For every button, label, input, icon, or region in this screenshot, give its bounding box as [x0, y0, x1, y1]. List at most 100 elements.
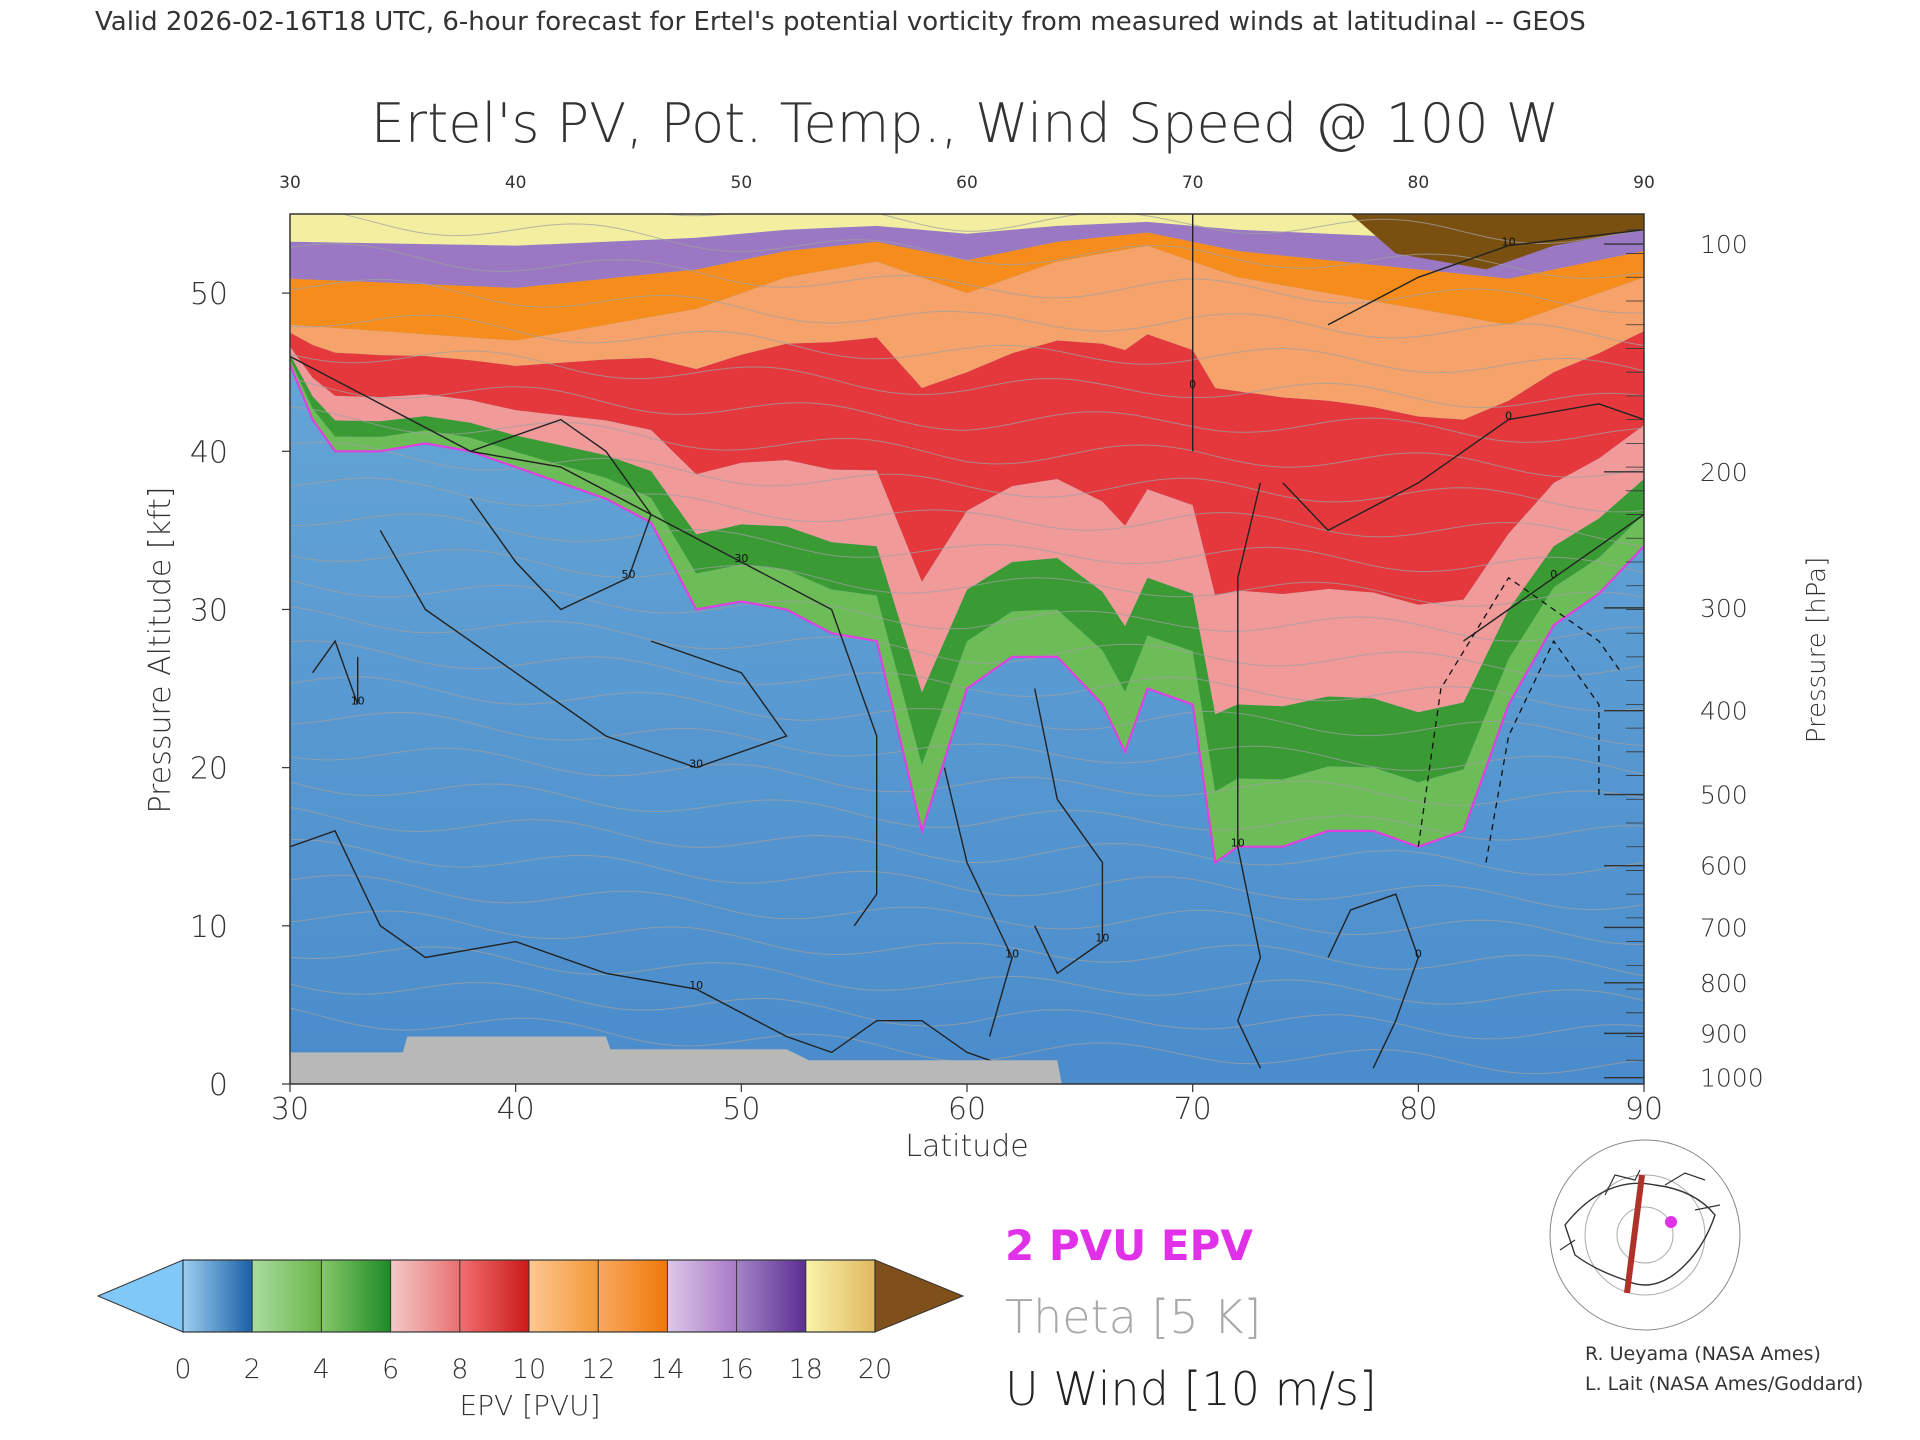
uwind-contour: [1327, 229, 1644, 326]
theta-line: [290, 377, 1644, 443]
uwind-contour-label: 10: [351, 694, 365, 707]
theta-line: [290, 441, 1644, 513]
colorbar-tick-label: 8: [451, 1354, 468, 1385]
legend-uwind: U Wind [10 m/s]: [1005, 1362, 1377, 1416]
top-x-tick-label: 40: [505, 173, 527, 193]
location-dot: [1665, 1216, 1677, 1228]
band-over: [1350, 214, 1644, 270]
theta-line: [290, 477, 1644, 547]
credit-line-1: R. Ueyama (NASA Ames): [1585, 1343, 1821, 1365]
theta-line: [290, 910, 1644, 977]
pressure-tick-label: 200: [1700, 458, 1748, 487]
colorbar-segment: [252, 1260, 322, 1332]
colorbar-tick-label: 16: [719, 1354, 753, 1385]
band-darkgreen: [290, 354, 1644, 792]
colorbar-segment: [667, 1260, 738, 1332]
theta-line: [290, 874, 1644, 945]
colorbar-segment: [183, 1260, 253, 1332]
pressure-tick-label: 500: [1700, 781, 1748, 810]
theta-line: [290, 711, 1644, 775]
theta-line: [663, 214, 1644, 245]
theta-line: [290, 606, 1644, 677]
uwind-contour: [379, 530, 788, 769]
pressure-tick-label: 900: [1700, 1019, 1748, 1048]
uwind-contour-label: 0: [1505, 410, 1512, 423]
uwind-contour: [290, 355, 878, 927]
pressure-tick-label: 100: [1700, 230, 1748, 259]
top-x-tick-label: 30: [279, 173, 301, 193]
y-axis-right-label: Pressure [hPa]: [1802, 557, 1832, 744]
y-tick-label: 0: [209, 1068, 228, 1103]
legend-theta: Theta [5 K]: [1005, 1290, 1261, 1344]
colorbar-tick-label: 18: [789, 1354, 823, 1385]
pressure-tick-label: 600: [1700, 852, 1748, 881]
locator-map: [1545, 1139, 1745, 1331]
top-x-tick-label: 90: [1633, 173, 1655, 193]
colorbar-segment: [529, 1260, 599, 1332]
credit-line-2: L. Lait (NASA Ames/Goddard): [1585, 1373, 1863, 1395]
y-tick-label: 40: [190, 435, 228, 470]
uwind-contour: [312, 639, 359, 705]
uwind-contour-label: 10: [689, 979, 703, 992]
uwind-contour-label: 0: [1550, 568, 1557, 581]
theta-line: [290, 839, 1644, 911]
y-tick-label: 10: [190, 910, 228, 945]
uwind-contour: [943, 767, 1013, 1037]
colorbar-segment: [321, 1260, 392, 1332]
uwind-contour-label: 0: [1415, 947, 1422, 960]
colorbar-segment: [390, 1260, 461, 1332]
x-axis: 30 40 50 60 70 80 90: [271, 1084, 1663, 1127]
colorbar-tick-label: 0: [174, 1354, 191, 1385]
band-yellow: [290, 214, 1644, 246]
uwind-contour-label: 10: [1502, 236, 1516, 249]
uwind-contour: [1282, 403, 1644, 532]
colorbar-segment: [736, 1260, 807, 1332]
band-red: [290, 331, 1644, 605]
x-tick-label: 90: [1625, 1092, 1663, 1127]
uwind-contour: [1327, 893, 1420, 1069]
terrain: [290, 1036, 1062, 1084]
legend-pvu: 2 PVU EPV: [1005, 1221, 1253, 1270]
colorbar-tick-label: 12: [581, 1354, 615, 1385]
theta-line: [290, 314, 1644, 374]
section-line: [1624, 1174, 1645, 1294]
uwind-contours: 10 30 50 30 10 10 10 10 0 0 0 0 10: [290, 214, 1644, 1069]
top-x-axis: 30 40 50 60 70 80 90: [279, 173, 1655, 193]
theta-line: [290, 406, 1644, 478]
plot-area: 10 30 50 30 10 10 10 10 0 0 0 0 10: [290, 214, 1644, 1084]
y-tick-label: 50: [190, 277, 228, 312]
theta-line: [290, 982, 1644, 1040]
band-purple: [290, 221, 1644, 288]
theta-line: [290, 676, 1644, 746]
x-tick-label: 50: [722, 1092, 760, 1127]
colorbar-over-arrow: [874, 1259, 965, 1333]
uwind-contour-label: 10: [1005, 947, 1019, 960]
theta-line: [290, 513, 1644, 574]
top-x-tick-label: 60: [956, 173, 978, 193]
y-axis-label: Pressure Altitude [kft]: [143, 487, 178, 814]
theta-line: [290, 747, 1644, 806]
pressure-tick-label: 400: [1700, 697, 1748, 726]
colorbar-frame: [182, 1259, 876, 1333]
uwind-contour-label: 30: [734, 552, 748, 565]
y-axis: 0 10 20 30 40 50: [190, 277, 290, 1103]
theta-line: [339, 214, 1644, 279]
valid-header: Valid 2026-02-16T18 UTC, 6-hour forecast…: [95, 7, 1586, 37]
pressure-tick-label: 300: [1700, 594, 1748, 623]
chart-title: Ertel's PV, Pot. Temp., Wind Speed @ 100…: [371, 92, 1559, 155]
uwind-contour-label: 30: [689, 758, 703, 771]
uwind-contour: [1034, 688, 1104, 975]
colorbar-tick-label: 4: [313, 1354, 330, 1385]
uwind-contour-label: 10: [1231, 837, 1245, 850]
x-tick-label: 70: [1174, 1092, 1212, 1127]
colorbar-tick-label: 6: [382, 1354, 399, 1385]
top-x-tick-label: 50: [731, 173, 753, 193]
pressure-tick-label: 800: [1700, 969, 1748, 998]
colorbar-label: EPV [PVU]: [459, 1389, 600, 1422]
colorbar-segment: [598, 1260, 668, 1332]
uwind-contour-label: 0: [1189, 378, 1196, 391]
y-tick-label: 20: [190, 752, 228, 787]
theta-line: [290, 549, 1644, 607]
colorbar: 0 2 4 6 8 10 12 14 16 18 20: [96, 1259, 965, 1385]
